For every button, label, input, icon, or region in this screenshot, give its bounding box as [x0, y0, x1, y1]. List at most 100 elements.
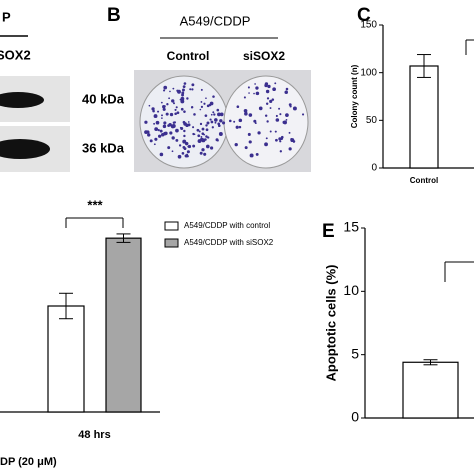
colony	[248, 92, 250, 94]
blot-band	[0, 139, 50, 159]
colony	[203, 102, 206, 105]
y-tick-label: 0	[371, 163, 377, 174]
legend-label: A549/CDDP with siSOX2	[184, 238, 274, 247]
colony	[174, 108, 177, 111]
colony	[159, 152, 164, 157]
colony	[278, 137, 282, 141]
colony	[210, 120, 214, 124]
y-tick-label: 15	[343, 219, 359, 235]
colony	[197, 134, 201, 138]
colony	[205, 124, 208, 127]
colony	[238, 118, 243, 123]
colony	[157, 128, 160, 132]
colony	[205, 97, 207, 100]
colony	[160, 132, 165, 137]
colony	[216, 139, 219, 142]
colony	[185, 142, 189, 146]
colony	[249, 153, 254, 158]
colony	[264, 114, 268, 117]
colony	[180, 96, 185, 101]
colony	[236, 105, 240, 109]
colony	[149, 139, 153, 143]
colony	[266, 97, 270, 100]
colony	[159, 129, 163, 133]
colonies	[144, 82, 305, 159]
colony	[161, 117, 163, 119]
colony	[171, 136, 175, 140]
colony	[238, 125, 242, 129]
colony	[264, 82, 269, 86]
bar	[47, 305, 85, 413]
colony	[206, 121, 210, 125]
colony	[183, 82, 187, 85]
colony	[197, 139, 202, 143]
colony	[216, 108, 220, 112]
colony	[158, 134, 162, 138]
colony	[209, 101, 214, 106]
colony	[292, 106, 297, 111]
colony	[201, 148, 205, 152]
colony	[153, 114, 158, 119]
colony	[219, 112, 224, 117]
colony	[198, 130, 201, 133]
dish	[223, 75, 309, 169]
y-tick-label: 10	[343, 282, 359, 298]
colony	[279, 140, 282, 143]
colony	[153, 122, 156, 125]
colony	[167, 146, 171, 150]
colony	[200, 135, 203, 138]
colony	[191, 88, 194, 91]
legend-swatch	[164, 221, 179, 231]
colony	[288, 103, 292, 107]
colony	[205, 128, 209, 132]
colony	[280, 135, 284, 139]
colony	[269, 130, 272, 133]
colony	[274, 82, 277, 85]
colony	[210, 113, 213, 116]
colony	[153, 143, 156, 146]
legend-label: A549/CDDP with control	[184, 221, 270, 230]
colony	[165, 112, 169, 116]
colony	[171, 99, 175, 103]
bar	[105, 237, 142, 413]
colony	[285, 119, 288, 121]
colony	[271, 98, 275, 101]
x-axis-label: DP (20 μM)	[0, 456, 57, 468]
colony	[192, 126, 195, 129]
blot-band	[0, 92, 44, 108]
x-tick-label: 48 hrs	[78, 429, 110, 441]
colony	[292, 140, 296, 143]
colony	[278, 107, 281, 110]
colony	[163, 121, 167, 125]
colony	[192, 144, 196, 148]
x-tick-label: Control	[410, 176, 438, 185]
colony	[274, 130, 277, 133]
colony	[248, 113, 253, 117]
colony	[199, 151, 203, 155]
colony	[272, 87, 276, 92]
colony	[175, 128, 179, 133]
colony	[182, 139, 187, 144]
colony	[187, 145, 190, 148]
bar	[402, 361, 459, 419]
colony	[275, 138, 278, 142]
colony	[203, 152, 207, 156]
group-header: A549/CDDP	[180, 13, 251, 28]
annotation: ***	[87, 197, 103, 212]
colony	[169, 131, 173, 135]
y-tick-label: 100	[360, 67, 377, 78]
colony	[234, 142, 238, 147]
colony	[167, 124, 170, 128]
colony	[161, 114, 163, 117]
colony	[193, 113, 196, 116]
colony	[175, 106, 178, 109]
colony	[288, 147, 292, 151]
colony	[279, 150, 282, 153]
panel-label: C	[357, 5, 371, 26]
colony	[219, 119, 223, 123]
colony	[182, 120, 186, 124]
colony	[171, 150, 174, 153]
colony	[248, 140, 252, 144]
colony	[164, 105, 166, 108]
colony	[163, 85, 168, 90]
